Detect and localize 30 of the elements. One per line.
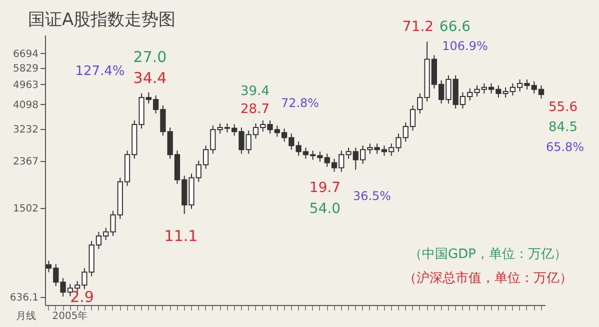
annotation: 11.1 <box>164 227 198 245</box>
y-tick-label: 1502 <box>13 204 38 215</box>
annotation: 28.7 <box>240 102 270 117</box>
annotation: （中国GDP，单位：万亿） <box>409 247 567 262</box>
text: 月线 <box>16 310 36 322</box>
text: 65.8% <box>546 140 584 154</box>
y-tick-label: 636.1 <box>10 292 38 304</box>
annotation: 72.8% <box>280 96 320 110</box>
text: 84.5 <box>548 120 578 135</box>
annotation: （沪深总市值，单位：万亿） <box>404 270 572 286</box>
text: 66.6 <box>439 19 471 35</box>
y-tick-label: 2367 <box>13 156 38 168</box>
annotation: 54.0 <box>309 201 341 217</box>
annotation: 39.4 <box>240 84 270 99</box>
text: 2005年 <box>52 310 88 322</box>
y-tick-label: 4098 <box>13 100 38 111</box>
text: 71.2 <box>402 19 434 35</box>
annotation: 106.9% <box>442 39 488 53</box>
text: 55.6 <box>548 100 578 115</box>
annotation: 19.7 <box>309 180 341 196</box>
y-tick-label: 5829 <box>13 63 38 74</box>
annotation: 27.0 <box>133 48 167 66</box>
chart-title: 国证A股指数走势图 <box>28 10 176 30</box>
y-tick-label: 6694 <box>13 48 38 60</box>
annotation: 127.4% <box>75 64 125 79</box>
y-tick-label: 3232 <box>13 124 38 136</box>
annotation: 2.9 <box>70 288 94 306</box>
annotation: 36.5% <box>352 189 392 203</box>
annotation: 34.4 <box>133 69 167 87</box>
y-tick-label: 4963 <box>13 80 38 91</box>
